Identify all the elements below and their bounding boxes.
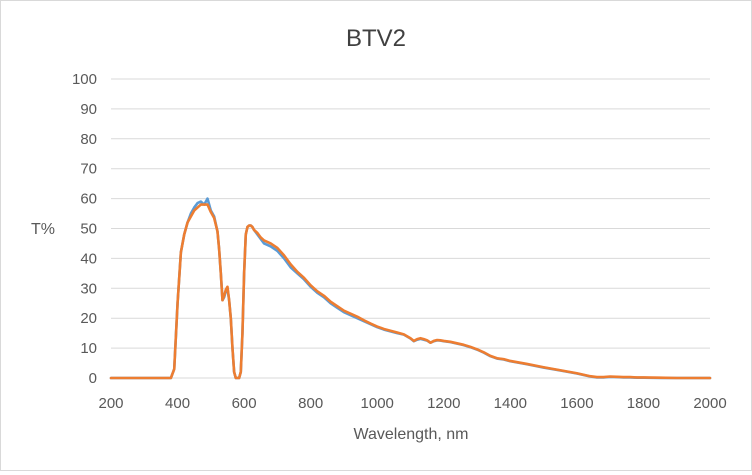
x-tick-label: 1400 [494, 395, 527, 412]
y-tick-label: 40 [80, 250, 97, 267]
series-line-2 [109, 203, 712, 380]
chart-title: BTV2 [346, 25, 406, 52]
x-tick-label: 1600 [560, 395, 593, 412]
x-tick-label: 1800 [627, 395, 660, 412]
x-tick-labels: 200 400 600 800 1000 1200 1400 1600 1800 2000 [98, 395, 726, 412]
y-tick-label: 0 [89, 370, 97, 387]
y-tick-label: 30 [80, 280, 97, 297]
x-tick-label: 1200 [427, 395, 460, 412]
y-tick-label: 60 [80, 191, 97, 208]
y-tick-label: 100 [72, 71, 97, 88]
y-axis-label: T% [31, 221, 55, 238]
x-tick-label: 2000 [693, 395, 726, 412]
gridlines [111, 78, 710, 379]
y-tick-label: 50 [80, 221, 97, 238]
x-axis-label: Wavelength, nm [353, 426, 468, 443]
y-tick-label: 10 [80, 340, 97, 357]
y-tick-label: 20 [80, 310, 97, 327]
x-tick-label: 800 [298, 395, 323, 412]
y-tick-label: 70 [80, 161, 97, 178]
y-tick-label: 90 [80, 101, 97, 118]
x-tick-label: 600 [232, 395, 257, 412]
x-tick-label: 1000 [361, 395, 394, 412]
data-series [109, 197, 712, 380]
y-tick-label: 80 [80, 131, 97, 148]
x-tick-label: 200 [98, 395, 123, 412]
y-tick-labels: 0 10 20 30 40 50 60 70 80 90 100 [72, 71, 97, 387]
x-tick-label: 400 [165, 395, 190, 412]
